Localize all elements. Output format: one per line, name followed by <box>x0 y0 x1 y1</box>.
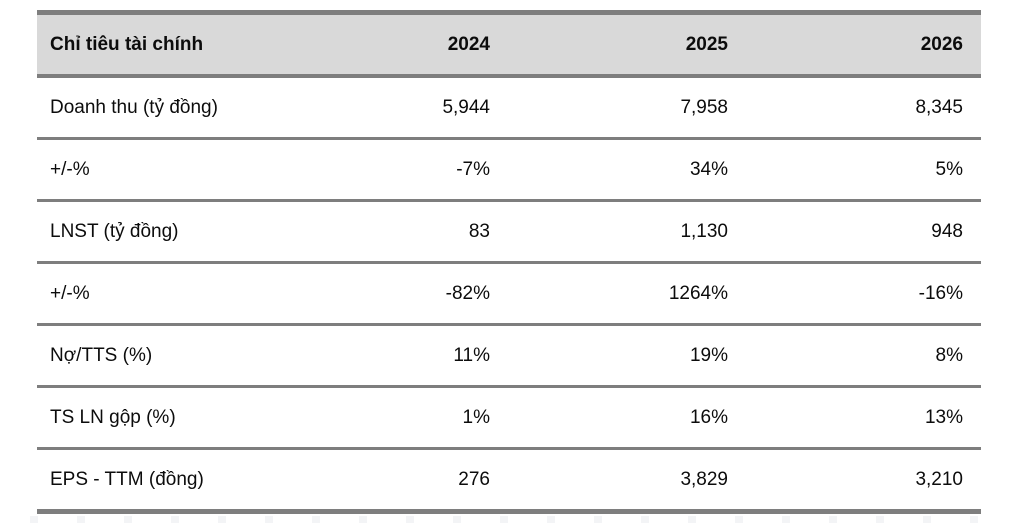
row-value: 13% <box>924 406 963 428</box>
row-label: Doanh thu (tỷ đồng) <box>50 96 218 118</box>
row-value: 16% <box>689 406 728 428</box>
row-value: 11% <box>453 344 490 366</box>
row-value: -16% <box>918 282 963 304</box>
table-row: +/-% -7% 34% 5% <box>37 139 981 201</box>
row-value: 3,829 <box>680 468 728 490</box>
financial-table-container: Chỉ tiêu tài chính 2024 2025 2026 Doanh … <box>37 10 981 514</box>
row-value: 1% <box>462 406 490 428</box>
table-body: Doanh thu (tỷ đồng) 5,944 7,958 8,345 +/-% -7… <box>37 76 981 512</box>
header-year-2026: 2026 <box>920 33 963 55</box>
table-row: Nợ/TTS (%) 11% 19% 8% <box>37 325 981 387</box>
row-value: 948 <box>931 220 963 242</box>
row-value: 276 <box>458 468 490 490</box>
row-label: TS LN gộp (%) <box>50 406 176 428</box>
header-row: Chỉ tiêu tài chính 2024 2025 2026 <box>37 12 981 76</box>
row-label: +/-% <box>50 282 90 304</box>
financial-table: Chỉ tiêu tài chính 2024 2025 2026 Doanh … <box>37 10 981 514</box>
table-row: +/-% -82% 1264% -16% <box>37 263 981 325</box>
row-value: 1,130 <box>680 220 728 242</box>
page-bottom-edge-artifact <box>30 516 1009 523</box>
row-label: +/-% <box>50 158 90 180</box>
row-label: Nợ/TTS (%) <box>50 344 153 366</box>
row-value: 7,958 <box>680 96 728 118</box>
row-value: 8,345 <box>915 96 963 118</box>
row-value: -7% <box>456 158 490 180</box>
table-row: EPS - TTM (đồng) 276 3,829 3,210 <box>37 449 981 512</box>
row-value: 34% <box>689 158 728 180</box>
row-label: LNST (tỷ đồng) <box>50 220 179 242</box>
table-header: Chỉ tiêu tài chính 2024 2025 2026 <box>37 12 981 76</box>
table-row: TS LN gộp (%) 1% 16% 13% <box>37 387 981 449</box>
row-value: 5,944 <box>442 96 490 118</box>
row-value: -82% <box>445 282 490 304</box>
table-row: Doanh thu (tỷ đồng) 5,944 7,958 8,345 <box>37 76 981 139</box>
table-row: LNST (tỷ đồng) 83 1,130 948 <box>37 201 981 263</box>
row-label: EPS - TTM (đồng) <box>50 468 204 490</box>
row-value: 1264% <box>668 282 728 304</box>
header-year-2024: 2024 <box>447 33 490 55</box>
row-value: 83 <box>468 220 490 242</box>
header-metric-label: Chỉ tiêu tài chính <box>50 33 204 55</box>
row-value: 3,210 <box>915 468 963 490</box>
header-year-2025: 2025 <box>685 33 728 55</box>
row-value: 19% <box>689 344 728 366</box>
row-value: 8% <box>935 344 963 366</box>
row-value: 5% <box>935 158 963 180</box>
